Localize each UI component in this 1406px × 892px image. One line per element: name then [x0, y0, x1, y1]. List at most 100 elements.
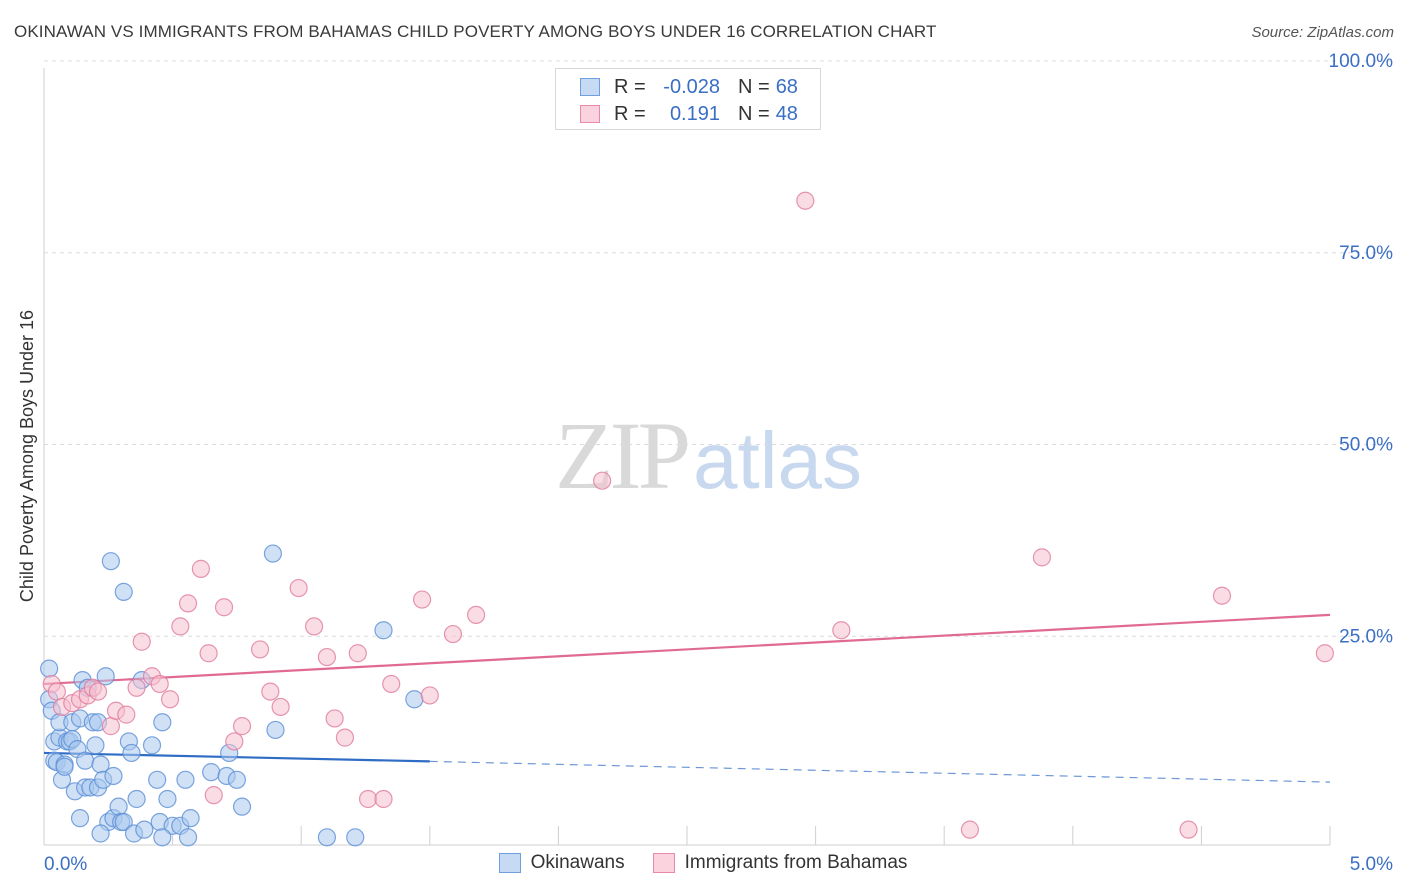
point-okinawans	[203, 764, 220, 781]
point-okinawans	[56, 758, 73, 775]
point-okinawans	[347, 829, 364, 846]
point-okinawans	[92, 825, 109, 842]
point-okinawans	[144, 737, 161, 754]
point-bahamas	[375, 790, 392, 807]
point-bahamas	[290, 580, 307, 597]
point-okinawans	[228, 771, 245, 788]
point-bahamas	[306, 618, 323, 635]
point-bahamas	[234, 718, 251, 735]
point-bahamas	[383, 675, 400, 692]
y-tick-label: 50.0%	[1339, 435, 1393, 456]
point-okinawans	[182, 810, 199, 827]
gridlines	[44, 61, 1392, 636]
point-bahamas	[349, 645, 366, 662]
point-okinawans	[115, 583, 132, 600]
legend-label-okinawans: Okinawans	[531, 852, 625, 874]
scatter-chart: 25.0%50.0%75.0%100.0%0.0% 5.0%Child Pover…	[0, 0, 1406, 892]
point-bahamas	[833, 622, 850, 639]
point-bahamas	[118, 706, 135, 723]
point-bahamas	[102, 718, 119, 735]
point-bahamas	[226, 733, 243, 750]
point-bahamas	[90, 683, 107, 700]
point-okinawans	[77, 752, 94, 769]
point-bahamas	[128, 679, 145, 696]
point-bahamas	[326, 710, 343, 727]
point-okinawans	[375, 622, 392, 639]
point-okinawans	[87, 737, 104, 754]
legend-r-label: R =	[614, 103, 650, 126]
point-okinawans	[123, 744, 140, 761]
point-okinawans	[267, 721, 284, 738]
legend-row-okinawans: R = -0.028 N = 68	[580, 75, 798, 99]
point-okinawans	[318, 829, 335, 846]
point-bahamas	[961, 821, 978, 838]
correlation-legend: R = -0.028 N = 68 R = 0.191 N = 48	[555, 68, 821, 130]
legend-n-value: 48	[776, 103, 798, 126]
point-bahamas	[192, 560, 209, 577]
legend-n-label: N =	[738, 76, 770, 99]
legend-r-label: R =	[614, 76, 650, 99]
legend-r-value: -0.028	[650, 76, 720, 99]
point-bahamas	[133, 633, 150, 650]
legend-r-value: 0.191	[650, 103, 720, 126]
point-okinawans	[136, 821, 153, 838]
point-bahamas	[1316, 645, 1333, 662]
legend-swatch-blue	[580, 78, 600, 96]
point-okinawans	[264, 545, 281, 562]
point-bahamas	[48, 683, 65, 700]
legend-n-value: 68	[776, 76, 798, 99]
point-bahamas	[336, 729, 353, 746]
point-bahamas	[151, 675, 168, 692]
point-okinawans	[72, 810, 89, 827]
point-bahamas	[200, 645, 217, 662]
point-bahamas	[468, 606, 485, 623]
y-tick-label: 75.0%	[1339, 243, 1393, 264]
point-bahamas	[172, 618, 189, 635]
point-okinawans	[128, 790, 145, 807]
point-bahamas	[414, 591, 431, 608]
point-bahamas	[162, 691, 179, 708]
point-bahamas	[180, 595, 197, 612]
point-bahamas	[360, 790, 377, 807]
point-okinawans	[154, 829, 171, 846]
point-bahamas	[272, 698, 289, 715]
point-okinawans	[234, 798, 251, 815]
point-okinawans	[149, 771, 166, 788]
point-okinawans	[102, 553, 119, 570]
point-okinawans	[180, 829, 197, 846]
point-okinawans	[154, 714, 171, 731]
point-bahamas	[421, 687, 438, 704]
legend-label-bahamas: Immigrants from Bahamas	[685, 852, 908, 874]
point-okinawans	[105, 767, 122, 784]
point-okinawans	[159, 790, 176, 807]
series-legend: Okinawans Immigrants from Bahamas	[0, 852, 1406, 874]
point-okinawans	[110, 798, 127, 815]
point-bahamas	[797, 192, 814, 209]
data-points	[41, 192, 1334, 846]
point-bahamas	[1033, 549, 1050, 566]
legend-n-label: N =	[738, 103, 770, 126]
legend-item-okinawans: Okinawans	[499, 852, 625, 874]
y-axis-title: Child Poverty Among Boys Under 16	[17, 310, 37, 602]
legend-swatch-pink	[580, 105, 600, 123]
legend-swatch-blue	[499, 853, 521, 873]
point-bahamas	[262, 683, 279, 700]
legend-swatch-pink	[653, 853, 675, 873]
point-okinawans	[177, 771, 194, 788]
point-bahamas	[594, 472, 611, 489]
point-bahamas	[216, 599, 233, 616]
trend-line-bahamas	[44, 615, 1330, 684]
point-okinawans	[406, 691, 423, 708]
point-bahamas	[1180, 821, 1197, 838]
point-okinawans	[41, 660, 58, 677]
trend-line-okinawans-extension	[430, 761, 1330, 782]
legend-row-bahamas: R = 0.191 N = 48	[580, 102, 798, 126]
point-bahamas	[318, 649, 335, 666]
point-bahamas	[252, 641, 269, 658]
y-tick-label: 25.0%	[1339, 626, 1393, 647]
point-bahamas	[1213, 587, 1230, 604]
legend-item-bahamas: Immigrants from Bahamas	[653, 852, 908, 874]
point-bahamas	[205, 787, 222, 804]
y-tick-label: 100.0%	[1329, 51, 1394, 72]
point-bahamas	[444, 626, 461, 643]
